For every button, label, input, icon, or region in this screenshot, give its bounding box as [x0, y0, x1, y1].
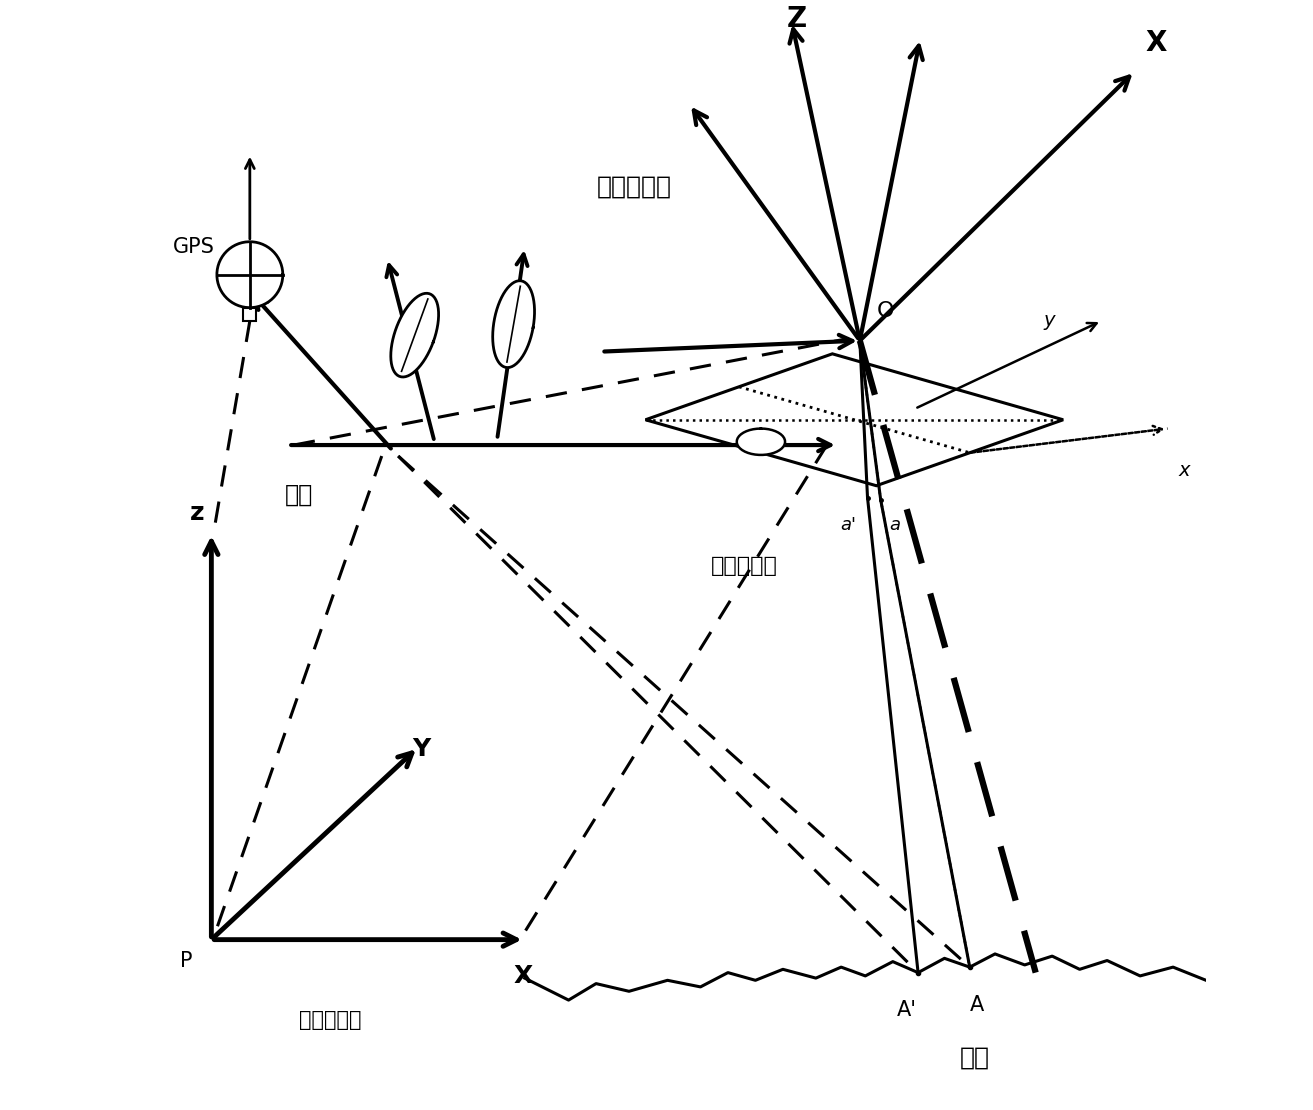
Text: X: X — [513, 963, 533, 988]
Text: Y: Y — [412, 737, 431, 761]
Text: 星敏: 星敏 — [285, 483, 314, 506]
Text: z: z — [190, 502, 205, 525]
Text: P: P — [180, 950, 193, 970]
Text: A: A — [970, 995, 985, 1015]
Text: x: x — [1179, 461, 1190, 480]
Text: 相机坐标系: 相机坐标系 — [597, 174, 672, 199]
Text: A': A' — [897, 1000, 916, 1020]
Text: 地面: 地面 — [960, 1046, 990, 1069]
Polygon shape — [217, 242, 282, 307]
Text: X: X — [1146, 29, 1167, 57]
Text: y: y — [1044, 311, 1054, 330]
Polygon shape — [525, 953, 1207, 1110]
Text: a: a — [889, 516, 901, 535]
Text: Z: Z — [786, 4, 807, 33]
Text: a': a' — [840, 516, 856, 535]
Text: 相机焦平面: 相机焦平面 — [712, 556, 777, 576]
Text: O: O — [876, 301, 894, 321]
Polygon shape — [391, 293, 439, 377]
Polygon shape — [737, 428, 785, 455]
Text: 地固坐标系: 地固坐标系 — [299, 1010, 362, 1030]
Text: GPS: GPS — [173, 238, 215, 258]
Polygon shape — [492, 281, 534, 367]
